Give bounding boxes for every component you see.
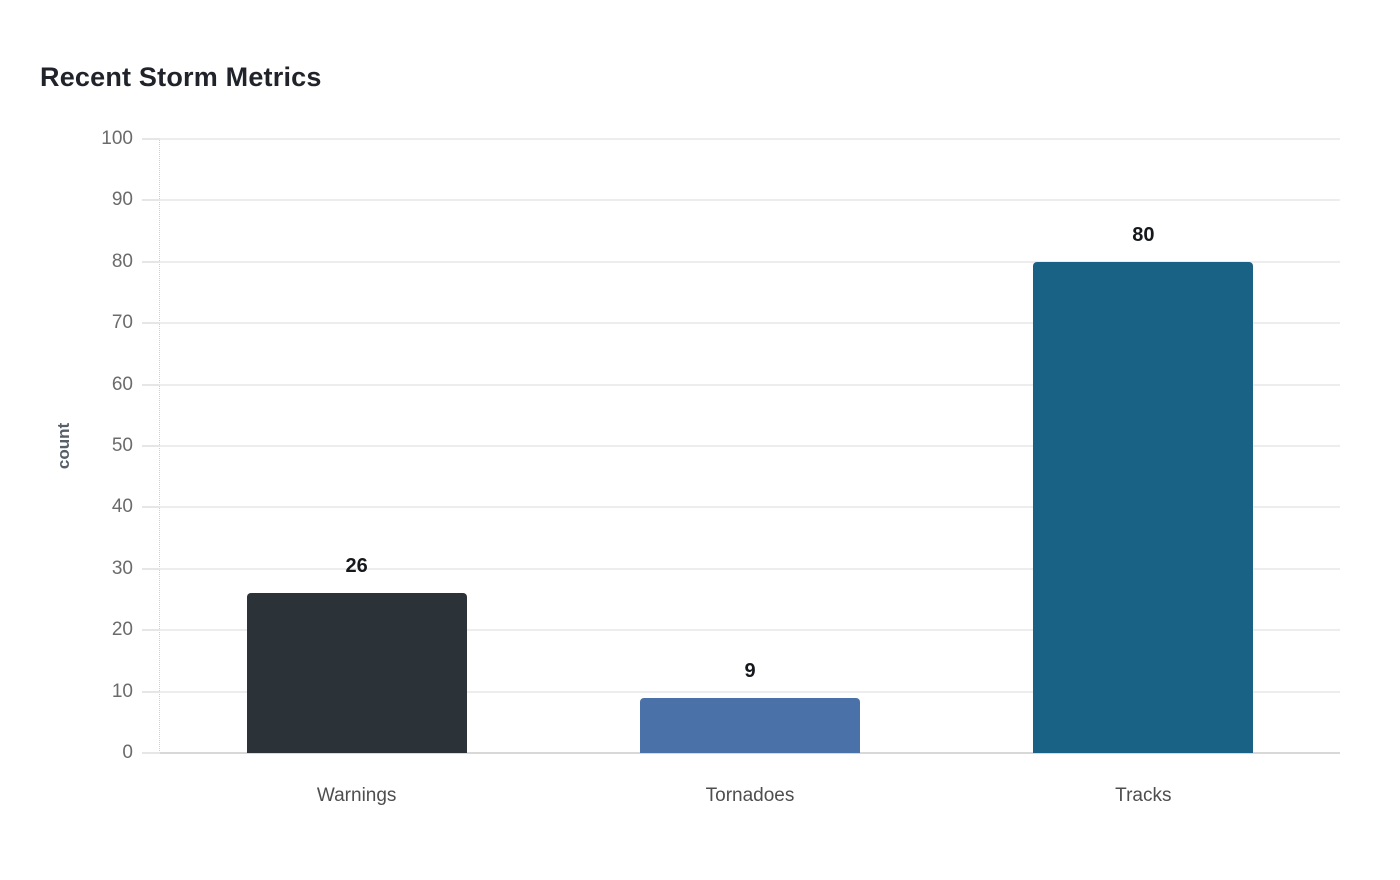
chart-title: Recent Storm Metrics (40, 62, 322, 92)
bar-value-label: 26 (345, 555, 368, 578)
gridline (160, 260, 1340, 263)
gridline (160, 567, 1340, 570)
y-tick-label: 30 (111, 557, 133, 579)
y-tick-label: 50 (111, 435, 133, 456)
y-tick-mark (142, 199, 160, 202)
y-tick-mark (142, 567, 160, 570)
gridline (160, 199, 1340, 202)
y-tick-label: 100 (101, 128, 133, 149)
gridline (160, 506, 1340, 509)
y-tick-mark (142, 260, 160, 263)
y-tick-mark (142, 383, 160, 386)
gridline (160, 138, 1340, 140)
gridline (160, 690, 1340, 693)
x-axis-baseline (160, 752, 1340, 754)
x-category-label: Tracks (1115, 785, 1172, 806)
y-tick-mark (142, 138, 160, 140)
y-tick-mark (142, 629, 160, 632)
bar-tracks (1033, 261, 1254, 753)
y-tick-label: 70 (111, 312, 133, 334)
y-tick-label: 10 (111, 680, 133, 702)
y-tick-mark (142, 445, 160, 447)
y-tick-mark (142, 690, 160, 693)
x-category-label: Warnings (316, 785, 397, 806)
y-tick-label: 0 (122, 742, 133, 763)
y-tick-label: 80 (111, 250, 133, 272)
x-category-label: Tornadoes (705, 785, 795, 806)
y-tick-label: 60 (111, 373, 133, 395)
gridline (160, 322, 1340, 325)
y-tick-label: 90 (111, 189, 133, 211)
bar-tornadoes (640, 697, 860, 753)
gridline (160, 445, 1340, 447)
plot-area: 0 10 20 30 40 50 60 70 80 90 100 26 Warnings 9 Tornado… (101, 128, 1340, 806)
y-tick-label: 20 (111, 619, 133, 641)
gridline (160, 383, 1340, 386)
y-tick-label: 40 (111, 496, 133, 518)
bar-value-label: 9 (744, 659, 756, 682)
bar-warnings (246, 593, 467, 753)
y-tick-mark (142, 506, 160, 509)
y-tick-mark (142, 322, 160, 325)
bar-value-label: 80 (1132, 223, 1155, 246)
gridline (160, 629, 1340, 632)
y-tick-mark (142, 752, 160, 754)
